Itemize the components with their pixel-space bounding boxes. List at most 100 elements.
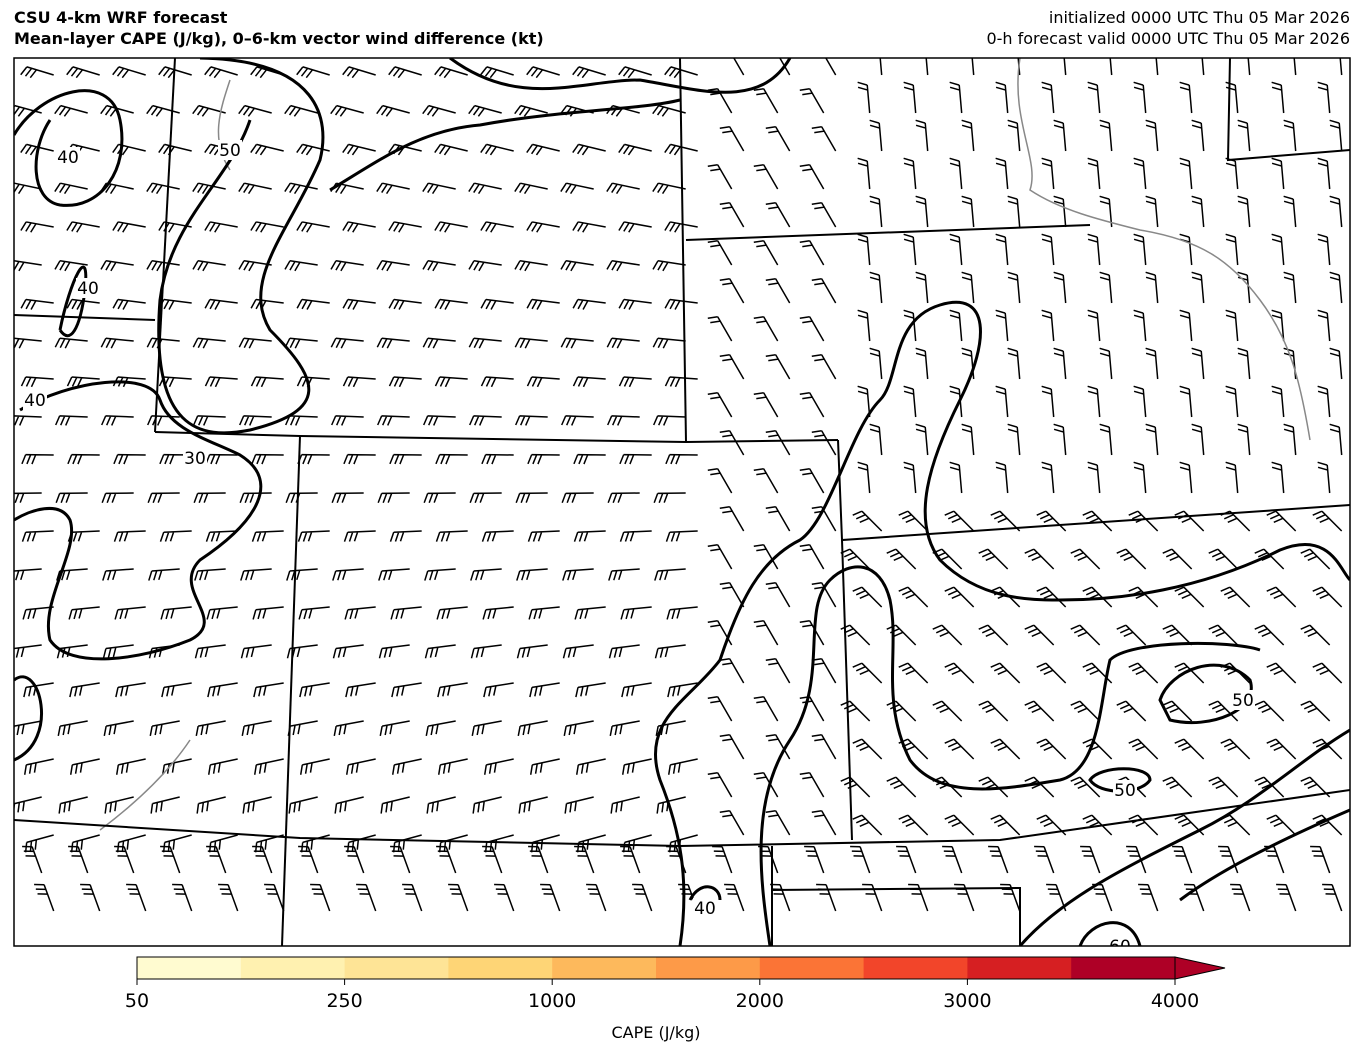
wind-barb <box>239 415 272 426</box>
wind-barb <box>288 796 318 814</box>
colorbar-segment <box>552 957 657 979</box>
wind-barb <box>1179 309 1193 342</box>
wind-barb <box>206 845 227 874</box>
wind-barb <box>857 157 871 190</box>
wind-barb <box>239 492 272 504</box>
wind-barb <box>517 720 548 737</box>
wind-barb <box>529 758 560 775</box>
wind-barb <box>1155 58 1159 76</box>
wind-barb <box>572 221 606 233</box>
wind-barb <box>23 682 54 698</box>
wind-barb <box>1063 58 1067 76</box>
wind-barb <box>1300 700 1331 722</box>
wind-barb <box>1128 662 1159 684</box>
wind-barb <box>102 644 134 659</box>
wind-barb <box>1053 347 1067 380</box>
wind-barb <box>481 530 514 542</box>
contour-label: 60 <box>1109 937 1131 957</box>
wind-barb <box>607 415 640 426</box>
wind-barb <box>1007 271 1021 304</box>
wind-barb <box>1225 385 1239 418</box>
wind-barb <box>332 644 364 659</box>
wind-barb <box>526 143 560 156</box>
wind-barb <box>250 143 284 156</box>
wind-barb <box>1191 423 1205 456</box>
wind-barb <box>345 758 376 775</box>
wind-barb <box>100 104 134 117</box>
wind-barb <box>879 58 883 76</box>
wind-barb <box>1070 700 1101 722</box>
contour-label: 30 <box>184 449 206 469</box>
wind-barb <box>811 658 837 684</box>
wind-barb <box>995 233 1009 266</box>
wind-barb <box>1087 309 1101 342</box>
wind-barb <box>574 606 606 620</box>
wind-barb <box>944 738 975 760</box>
wind-barb <box>434 143 468 156</box>
wind-barb <box>250 376 284 388</box>
wind-barb <box>1162 700 1193 722</box>
wind-barb <box>990 510 1021 532</box>
wind-barb <box>1133 81 1147 114</box>
wind-barb <box>753 620 779 646</box>
wind-barb <box>949 81 963 114</box>
wind-barb <box>753 696 779 722</box>
wind-barb <box>528 606 560 620</box>
wind-barb <box>1271 81 1285 114</box>
wind-barb <box>1116 548 1147 570</box>
wind-barb <box>944 662 975 684</box>
wind-barb <box>915 271 929 304</box>
wind-barb <box>158 143 192 156</box>
wind-barb <box>707 772 733 798</box>
wind-barb <box>765 354 791 380</box>
wind-barb <box>515 415 548 426</box>
wind-barb <box>299 758 330 775</box>
contour-label-bg <box>1108 936 1132 946</box>
wind-barb <box>621 758 652 775</box>
wind-barb <box>857 309 871 342</box>
wind-barb <box>765 658 791 684</box>
contour-label-bg <box>1113 780 1137 800</box>
colorbar-tick-label: 4000 <box>1151 990 1199 1012</box>
wind-barb <box>58 796 88 814</box>
wind-barb <box>664 143 698 156</box>
wind-barb <box>66 376 100 388</box>
wind-barb <box>799 392 825 418</box>
wind-barb <box>158 298 192 310</box>
wind-barb <box>1317 157 1331 190</box>
wind-barb <box>857 233 871 266</box>
wind-barb <box>664 376 698 388</box>
wind-barb <box>621 682 652 698</box>
wind-barb <box>1082 662 1113 684</box>
wind-barb <box>146 182 180 195</box>
wind-barb <box>811 734 837 760</box>
wind-barb <box>961 119 975 152</box>
wind-barb <box>330 337 364 349</box>
wind-barb <box>1254 700 1285 722</box>
wind-barb <box>1312 738 1343 760</box>
wind-barb <box>471 720 502 737</box>
wind-barb <box>356 883 377 912</box>
time-line: initialized 0000 UTC Thu 05 Mar 2026 <box>1049 8 1350 27</box>
wind-barb <box>146 259 180 272</box>
wind-barb <box>869 347 883 380</box>
colorbar-tick-label: 2000 <box>736 990 784 1012</box>
wind-barb <box>346 834 376 853</box>
wind-barb <box>1312 814 1343 836</box>
wind-barb <box>608 568 640 581</box>
wind-barb <box>664 221 698 233</box>
wind-barb <box>1201 58 1205 76</box>
wind-barb <box>898 662 929 684</box>
wind-barb <box>391 758 422 775</box>
wind-barb <box>34 883 55 912</box>
wind-barb <box>1191 271 1205 304</box>
wind-barb <box>345 682 376 698</box>
wind-barb <box>483 758 514 775</box>
wind-barb <box>437 758 468 775</box>
wind-barb <box>1254 624 1285 646</box>
wind-barb <box>104 796 134 814</box>
wind-barb <box>1237 195 1251 228</box>
wind-barb <box>469 492 502 504</box>
wind-barb <box>932 700 963 722</box>
